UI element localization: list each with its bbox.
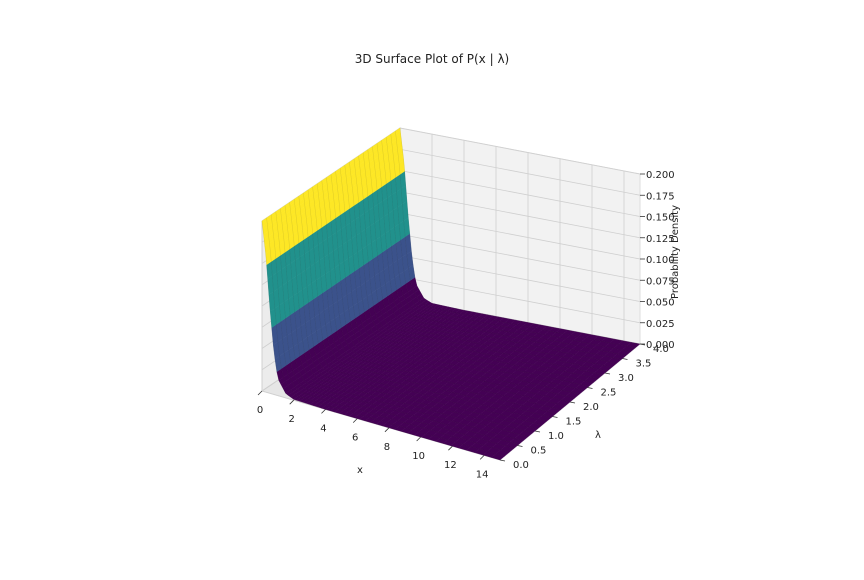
surface-wire: [284, 205, 524, 441]
surface-wire: [395, 131, 636, 349]
x-tick-label: 4: [320, 423, 326, 434]
surface-wire: [312, 186, 552, 418]
z-tick-label: 0.000: [646, 340, 675, 351]
surface-wire: [321, 180, 561, 410]
y-tick: [552, 416, 558, 418]
z-tick-label: 0.100: [646, 255, 675, 266]
x-tick: [479, 455, 485, 460]
x-tick: [257, 390, 263, 396]
x-tick-label: 10: [412, 451, 425, 462]
x-tick-label: 0: [257, 405, 263, 416]
y-tick: [569, 401, 576, 404]
y-tick: [517, 445, 523, 447]
x-tick: [321, 409, 326, 414]
surface-wire: [349, 162, 589, 387]
y-tick: [587, 387, 593, 389]
surface-wire: [293, 199, 533, 434]
surface-wire: [358, 155, 599, 380]
surface-wire: [344, 165, 585, 391]
y-tick: [534, 430, 541, 433]
z-axis-label: Probability Density: [670, 205, 681, 299]
x-tick-label: 6: [352, 433, 358, 444]
surface-wire: [335, 171, 575, 399]
surface-wire: [339, 168, 580, 395]
x-tick: [289, 399, 295, 405]
z-tick-label: 0.050: [646, 298, 675, 309]
surface-wire: [289, 202, 529, 438]
y-tick: [604, 372, 611, 375]
surface-wire: [307, 189, 547, 422]
surface-wire: [372, 146, 613, 368]
z-tick-label: 0.125: [646, 234, 675, 245]
x-axis-label: x: [357, 465, 363, 476]
y-tick-label: 1.5: [566, 417, 582, 428]
surface-wire: [390, 134, 631, 352]
z-tick-label: 0.075: [646, 276, 675, 287]
y-tick-label: 2.5: [601, 388, 617, 399]
surface-wire: [298, 196, 538, 430]
surface-wire: [280, 208, 519, 445]
surface-wire: [362, 152, 603, 376]
y-tick-label: 4.0: [653, 344, 669, 355]
surface-wire: [381, 140, 622, 360]
z-tick-label: 0.175: [646, 191, 675, 202]
surface-wire: [266, 217, 505, 457]
x-tick-label: 2: [289, 414, 295, 425]
x-tick: [352, 418, 358, 423]
chart-title: 3D Surface Plot of P(x | λ): [354, 52, 510, 66]
x-tick: [448, 445, 453, 451]
x-tick: [416, 436, 421, 442]
surface-wire: [275, 211, 515, 449]
y-tick-label: 2.0: [583, 402, 599, 413]
x-tick-label: 14: [476, 469, 489, 480]
z-tick-label: 0.150: [646, 213, 675, 224]
surface-wire: [399, 127, 641, 345]
y-axis-label: λ: [595, 430, 601, 441]
surface-wire: [326, 177, 566, 407]
z-tick-label: 0.025: [646, 319, 675, 330]
surface-wire: [270, 214, 510, 453]
surface-wire: [367, 149, 608, 372]
surface-wire: [385, 137, 627, 356]
surface-wire: [376, 143, 617, 364]
y-tick-label: 1.0: [548, 431, 564, 442]
y-tick-label: 3.0: [618, 373, 634, 384]
y-tick: [499, 459, 506, 462]
surface-wire: [330, 174, 571, 403]
y-tick-label: 0.0: [513, 460, 529, 471]
y-tick: [622, 358, 628, 360]
x-tick-label: 12: [444, 460, 457, 471]
y-tick-label: 0.5: [531, 446, 547, 457]
surface-wire: [353, 158, 594, 383]
surface-facet: [261, 217, 267, 222]
z-tick-label: 0.200: [646, 170, 675, 181]
surface-wire: [261, 220, 501, 461]
surface-wire: [303, 193, 543, 426]
x-tick-label: 8: [384, 442, 390, 453]
y-tick-label: 3.5: [636, 359, 652, 370]
x-tick: [384, 427, 390, 433]
surface-wire: [316, 183, 557, 414]
